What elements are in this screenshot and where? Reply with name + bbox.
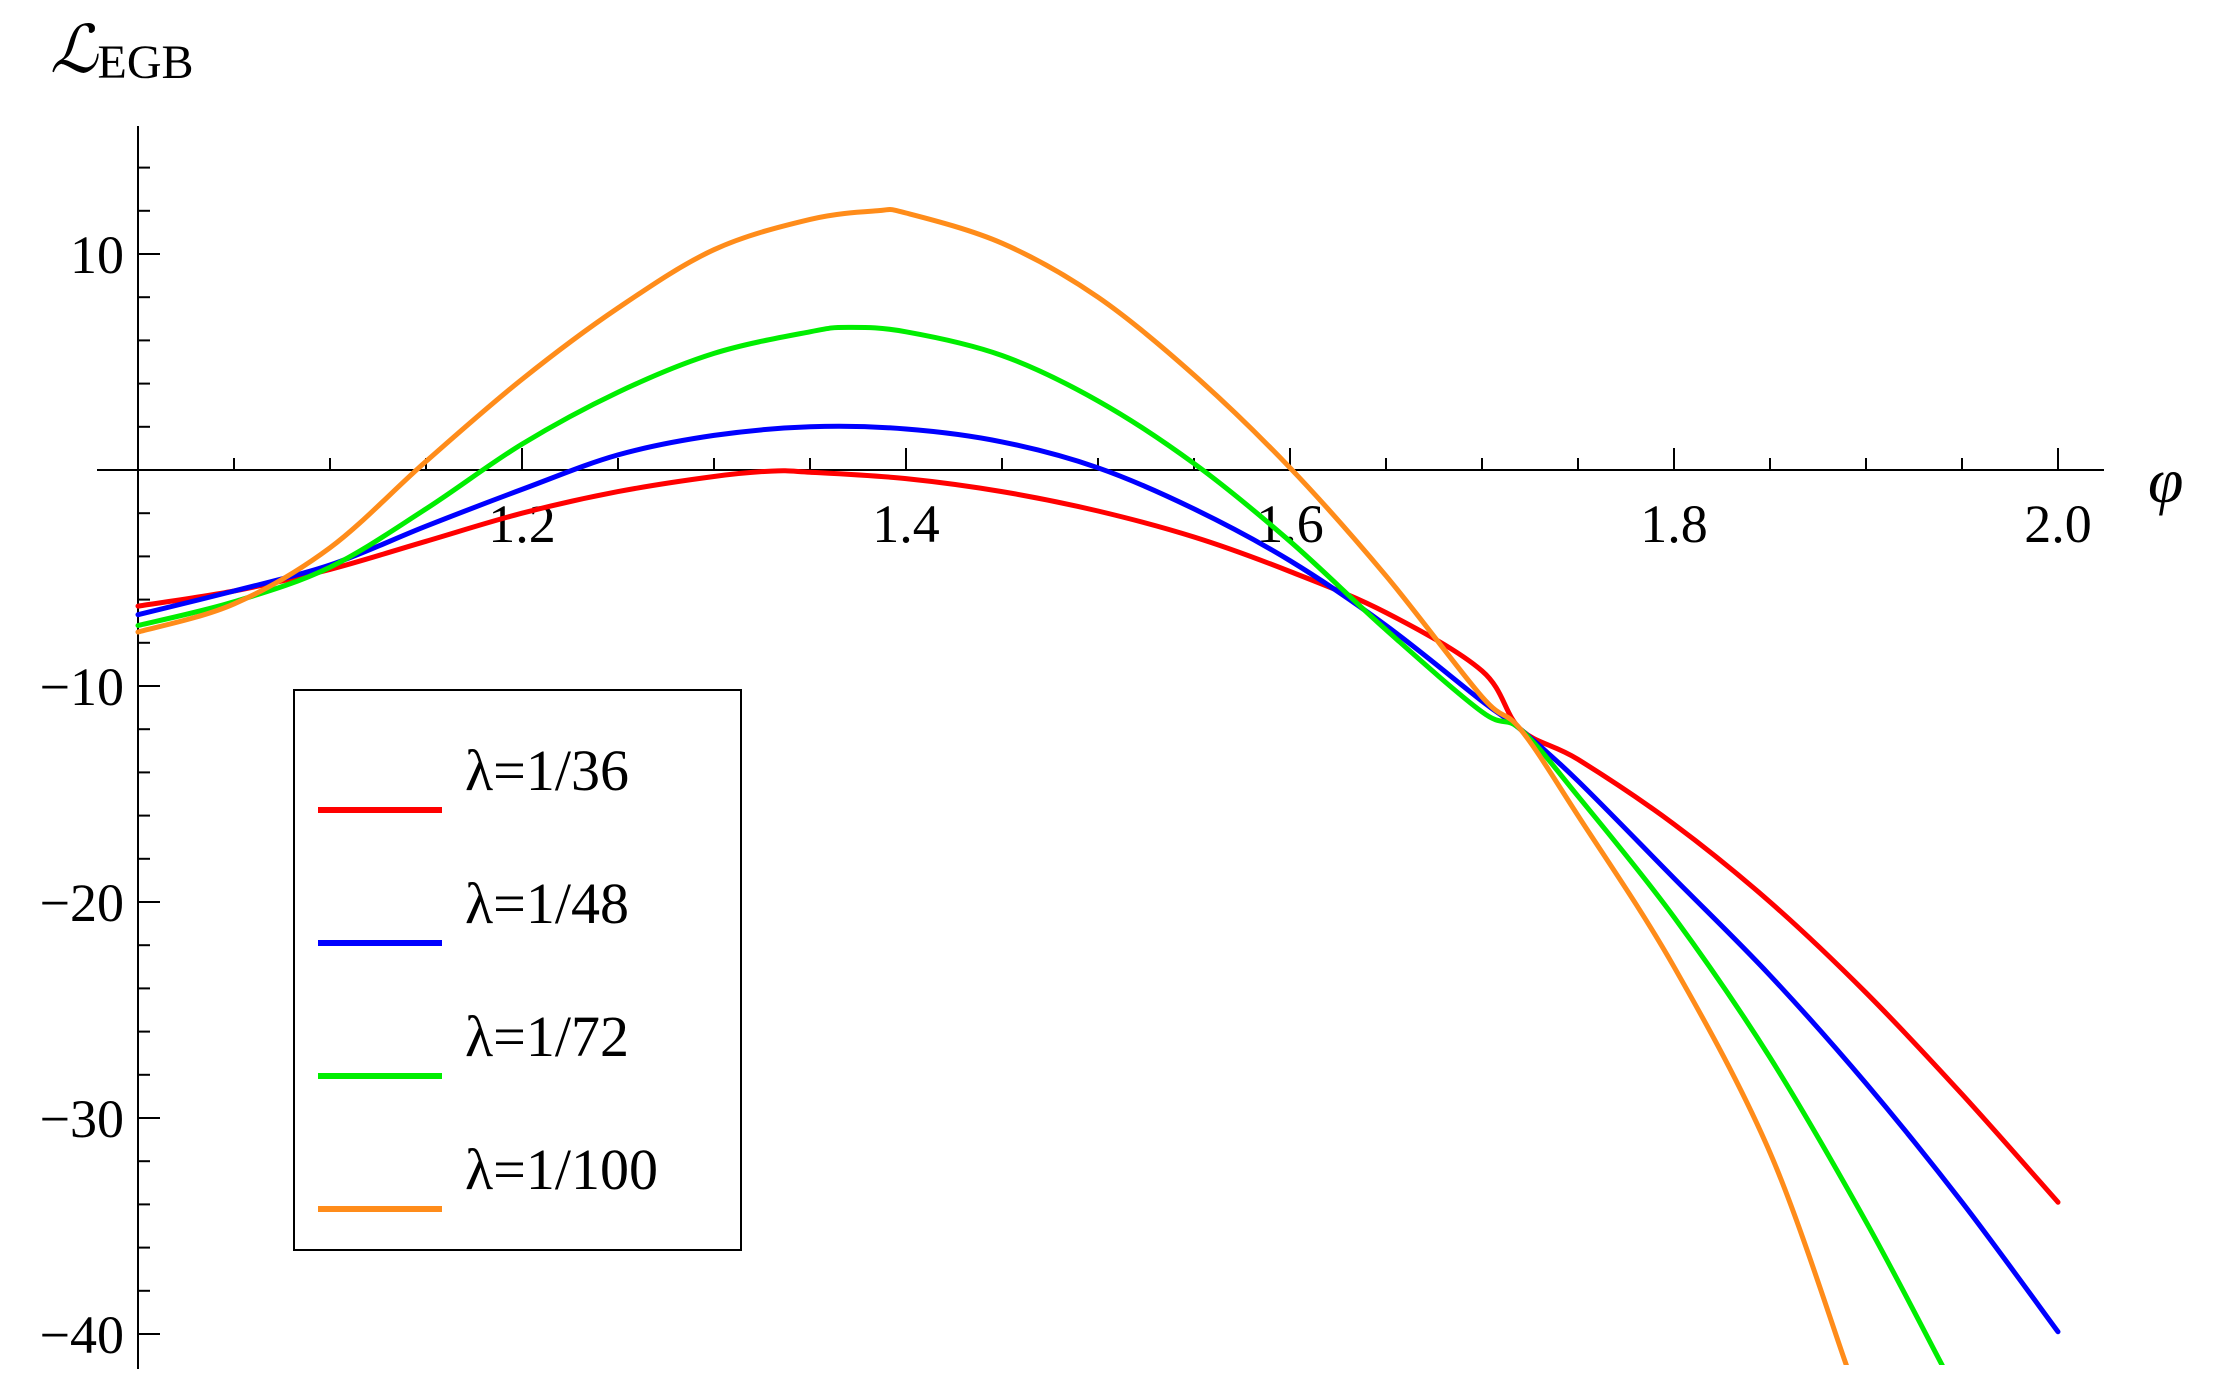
series-line-1 [135,468,2061,1205]
x-tick-label: 2.0 [2024,494,2092,554]
legend-label: λ=1/100 [465,1137,658,1202]
legend: λ=1/36 λ=1/48 λ=1/72 λ=1/100 [293,689,742,1251]
y-tick-label: −30 [40,1089,124,1149]
legend-label: λ=1/36 [465,738,629,803]
x-axis-title: φ [2148,445,2183,516]
x-tick-label: 1.8 [1640,494,1708,554]
series-line-4 [135,206,1849,1365]
y-tick-label: −20 [40,873,124,933]
x-ticks: 1.2 1.4 1.6 1.8 2.0 [233,448,2092,554]
series-group [135,206,2061,1365]
y-axis-title: ℒEGB [50,14,194,89]
legend-label: λ=1/48 [465,871,629,936]
y-tick-label: −10 [40,657,124,717]
series-line-2 [135,423,2061,1335]
x-tick-label: 1.2 [488,494,556,554]
y-tick-label: −40 [40,1305,124,1365]
y-axis-title-main: ℒ [50,14,99,87]
x-tick-label: 1.4 [872,494,940,554]
legend-items: λ=1/36 λ=1/48 λ=1/72 λ=1/100 [318,738,658,1212]
legend-box [293,689,742,1251]
legend-label: λ=1/72 [465,1004,629,1069]
y-axis-title-sub: EGB [98,36,194,89]
y-ticks: 10 −10 −20 −30 −40 [40,166,160,1365]
series-line-3 [135,324,1945,1365]
y-tick-label: 10 [70,225,124,285]
